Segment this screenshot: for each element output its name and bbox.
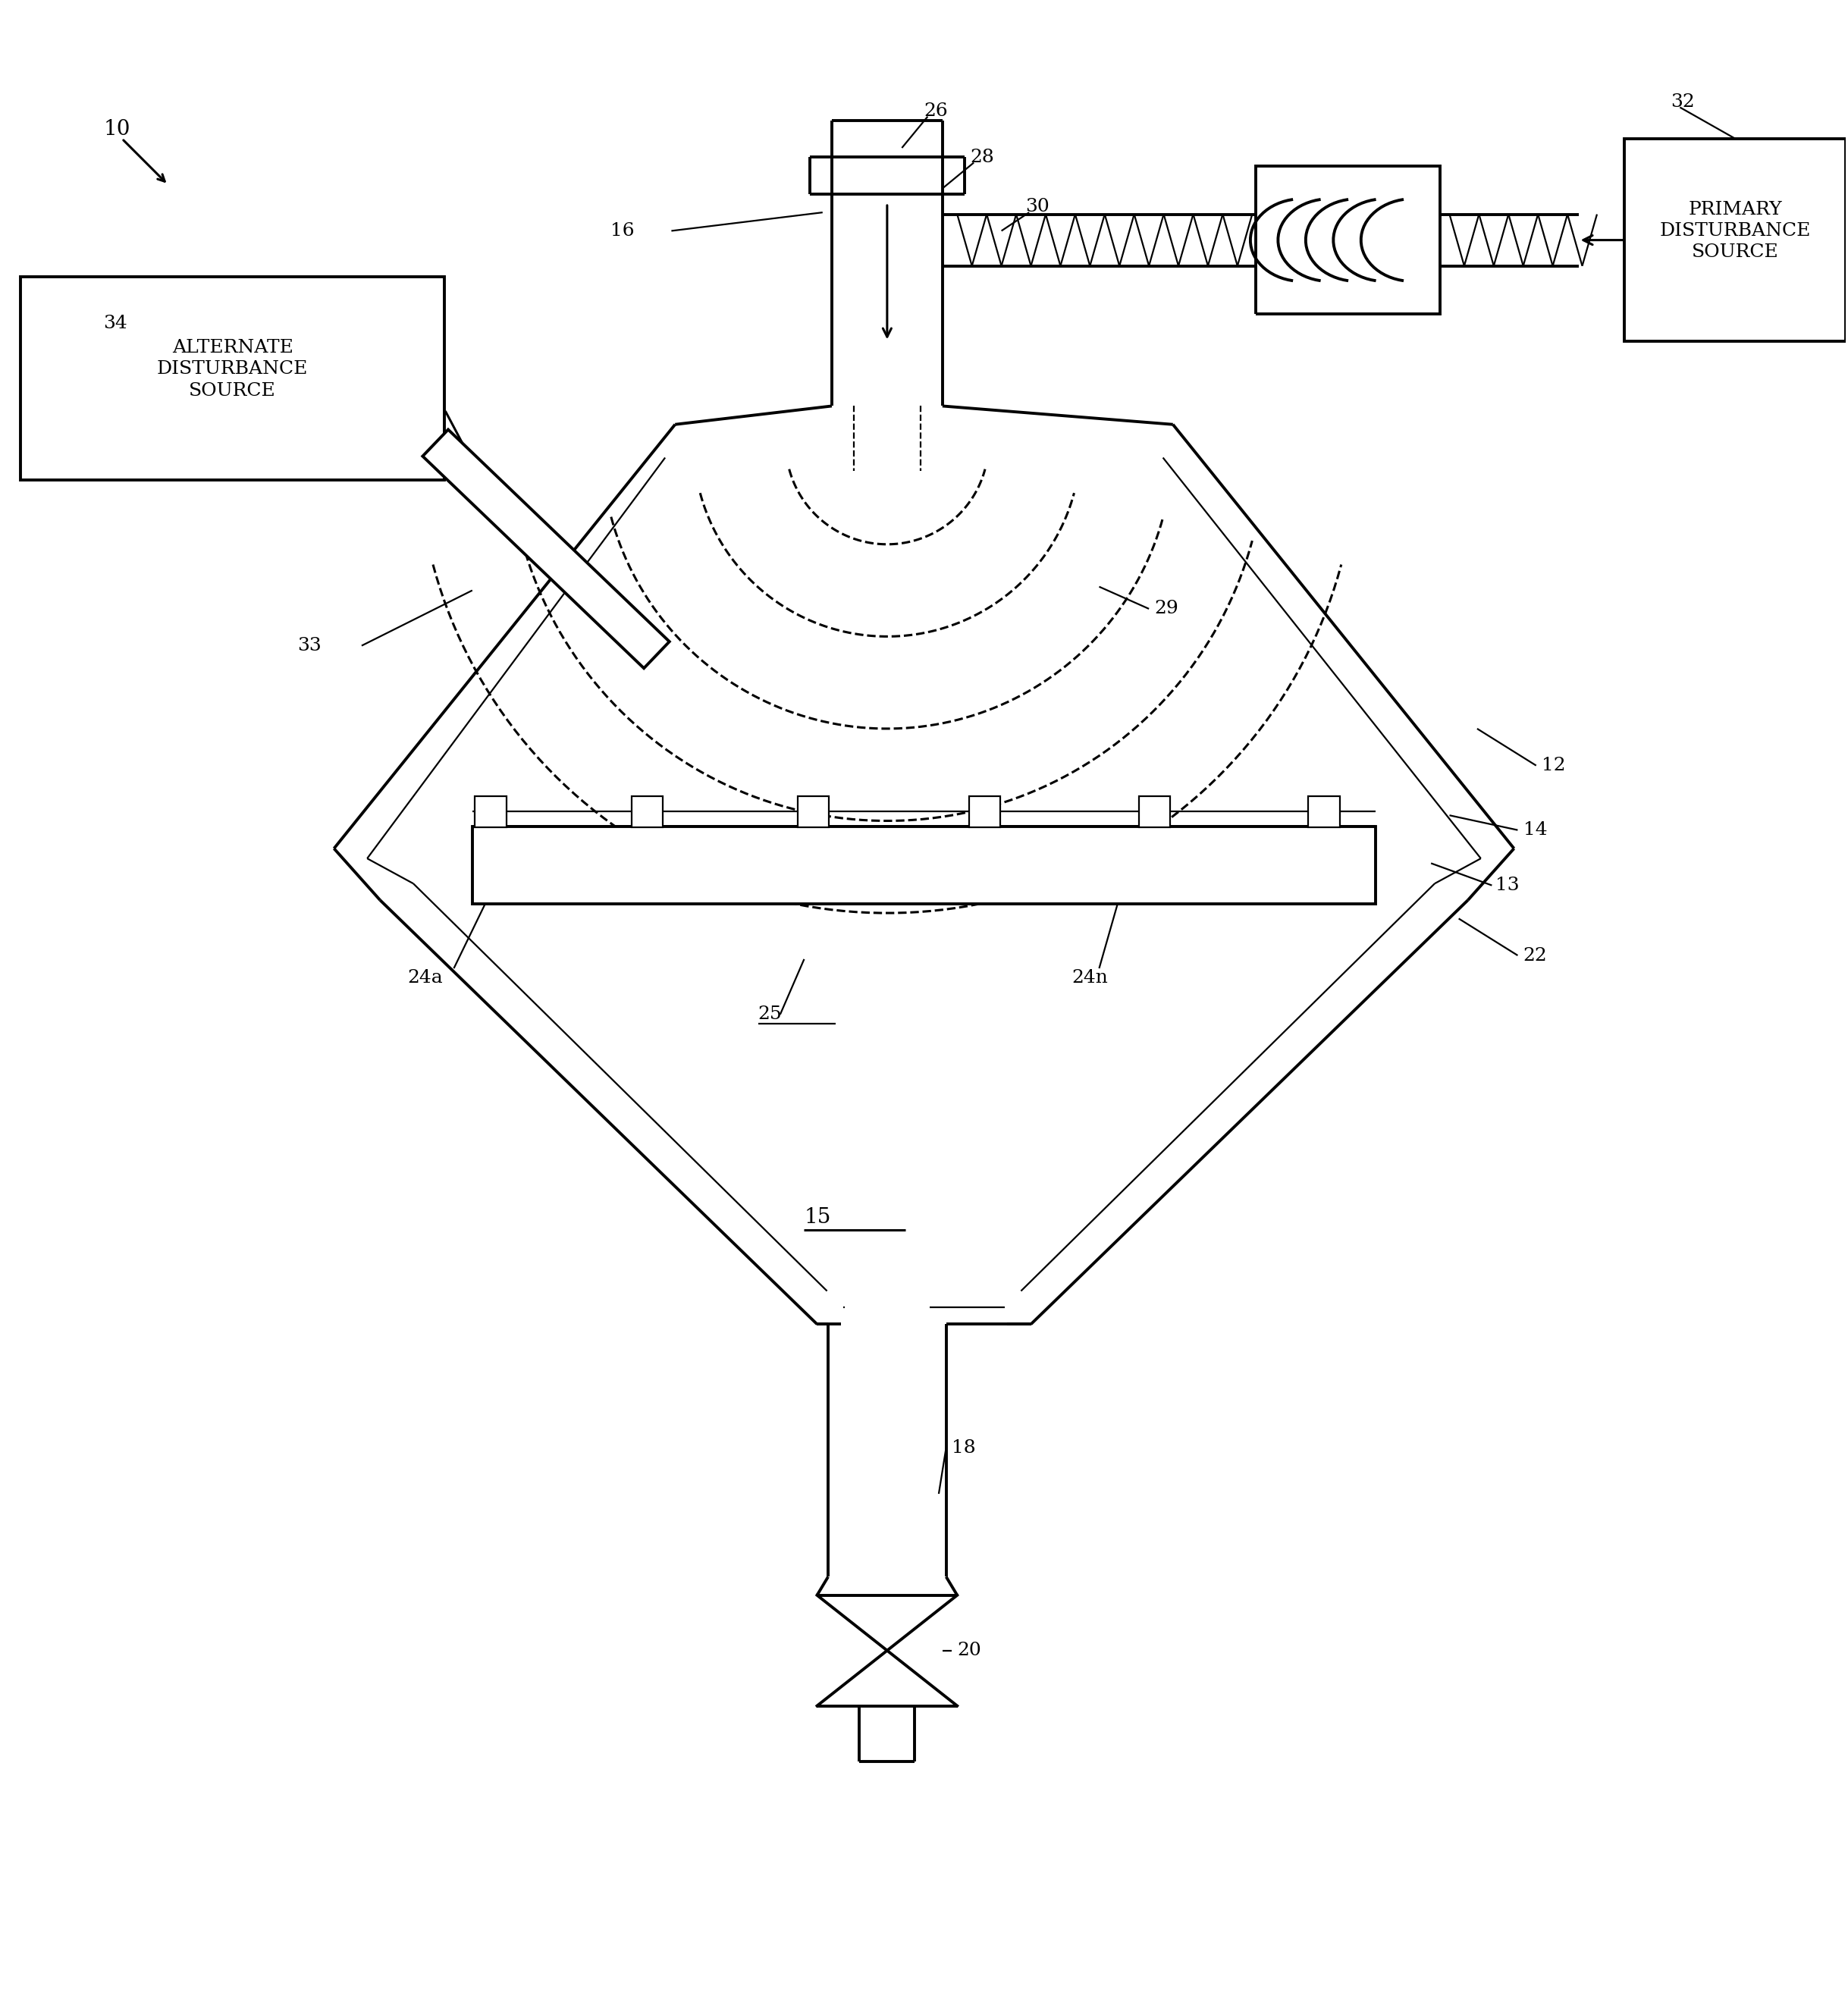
Text: PRIMARY
DISTURBANCE
SOURCE: PRIMARY DISTURBANCE SOURCE: [1660, 201, 1811, 261]
Bar: [1138, 797, 1170, 827]
Text: 14: 14: [1523, 821, 1547, 839]
Text: 13: 13: [1495, 876, 1519, 894]
Bar: [20, 277, 445, 480]
Text: 22: 22: [1523, 946, 1547, 964]
Text: ALTERNATE
DISTURBANCE
SOURCE: ALTERNATE DISTURBANCE SOURCE: [157, 339, 309, 398]
Bar: [473, 827, 1375, 904]
Text: 16: 16: [610, 223, 634, 239]
Text: 32: 32: [1671, 94, 1695, 110]
Bar: [1624, 139, 1846, 341]
Bar: [968, 797, 1000, 827]
Bar: [632, 797, 663, 827]
Bar: [1308, 797, 1340, 827]
Text: 25: 25: [758, 1006, 782, 1024]
Text: 20: 20: [957, 1641, 981, 1659]
Text: 26: 26: [924, 102, 948, 120]
Text: 12: 12: [1541, 757, 1565, 775]
Text: 24a: 24a: [408, 968, 444, 986]
Text: 15: 15: [804, 1207, 832, 1227]
Text: 28: 28: [970, 147, 994, 165]
Text: 10: 10: [103, 120, 131, 139]
Text: 34: 34: [103, 315, 128, 333]
Bar: [475, 797, 506, 827]
Polygon shape: [423, 430, 669, 667]
Text: 33: 33: [298, 637, 322, 655]
Text: 30: 30: [1026, 197, 1050, 215]
Bar: [798, 797, 830, 827]
Text: 24n: 24n: [1072, 968, 1107, 986]
Text: 18: 18: [952, 1438, 976, 1456]
Text: 29: 29: [1155, 600, 1179, 618]
